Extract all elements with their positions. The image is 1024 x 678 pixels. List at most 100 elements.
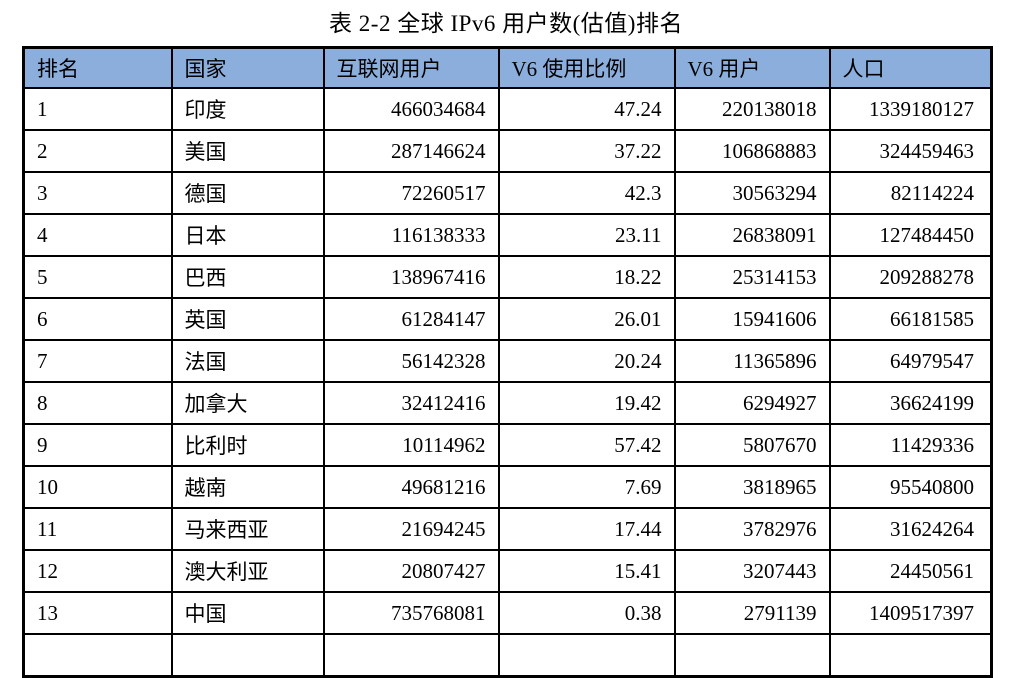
cell-v6-users: 5807670 [673, 423, 831, 467]
cell-population: 82114224 [828, 171, 993, 215]
cell-country: 马来西亚 [170, 507, 325, 551]
cell-v6-ratio [497, 633, 676, 678]
cell-population: 31624264 [828, 507, 993, 551]
cell-rank: 5 [22, 255, 173, 299]
table-row: 3 德国 72260517 42.3 30563294 82114224 [22, 171, 993, 215]
col-header-rank: 排名 [22, 46, 173, 89]
cell-country: 印度 [170, 87, 325, 131]
cell-v6-ratio: 20.24 [497, 339, 676, 383]
cell-internet-users: 287146624 [322, 129, 500, 173]
cell-country [170, 633, 325, 678]
col-header-country: 国家 [170, 46, 325, 89]
cell-v6-ratio: 19.42 [497, 381, 676, 425]
cell-v6-users: 25314153 [673, 255, 831, 299]
cell-v6-ratio: 7.69 [497, 465, 676, 509]
ipv6-ranking-table: 排名 国家 互联网用户 V6 使用比例 V6 用户 人口 1 印度 46603468… [22, 46, 993, 678]
cell-v6-ratio: 18.22 [497, 255, 676, 299]
document-page: 表 2-2 全球 IPv6 用户数(估值)排名 排名 国家 互联网用户 V6 使… [0, 9, 1024, 678]
cell-internet-users: 56142328 [322, 339, 500, 383]
table-row: 10 越南 49681216 7.69 3818965 95540800 [22, 465, 993, 509]
table-row: 1 印度 466034684 47.24 220138018 1339180127 [22, 87, 993, 131]
cell-country: 英国 [170, 297, 325, 341]
cell-country: 澳大利亚 [170, 549, 325, 593]
cell-country: 比利时 [170, 423, 325, 467]
cell-country: 加拿大 [170, 381, 325, 425]
cell-internet-users [322, 633, 500, 678]
col-header-population: 人口 [828, 46, 993, 89]
table-row: 12 澳大利亚 20807427 15.41 3207443 24450561 [22, 549, 993, 593]
cell-population: 24450561 [828, 549, 993, 593]
cell-v6-ratio: 15.41 [497, 549, 676, 593]
cell-v6-ratio: 57.42 [497, 423, 676, 467]
cell-country: 中国 [170, 591, 325, 635]
cell-population [828, 633, 993, 678]
cell-internet-users: 20807427 [322, 549, 500, 593]
cell-population: 1339180127 [828, 87, 993, 131]
cell-v6-users [673, 633, 831, 678]
cell-v6-users: 30563294 [673, 171, 831, 215]
table-row: 9 比利时 10114962 57.42 5807670 11429336 [22, 423, 993, 467]
partial-table-row [22, 633, 993, 678]
table-row: 7 法国 56142328 20.24 11365896 64979547 [22, 339, 993, 383]
cell-rank: 9 [22, 423, 173, 467]
cell-population: 11429336 [828, 423, 993, 467]
cell-rank: 11 [22, 507, 173, 551]
cell-rank: 3 [22, 171, 173, 215]
col-header-v6-users: V6 用户 [673, 46, 831, 89]
table-row: 13 中国 735768081 0.38 2791139 1409517397 [22, 591, 993, 635]
cell-v6-users: 26838091 [673, 213, 831, 257]
table-row: 5 巴西 138967416 18.22 25314153 209288278 [22, 255, 993, 299]
cell-internet-users: 61284147 [322, 297, 500, 341]
cell-population: 95540800 [828, 465, 993, 509]
table-body: 1 印度 466034684 47.24 220138018 1339180127 2 美国 2… [22, 87, 993, 678]
cell-v6-ratio: 42.3 [497, 171, 676, 215]
col-header-v6-ratio: V6 使用比例 [497, 46, 676, 89]
cell-v6-ratio: 17.44 [497, 507, 676, 551]
cell-country: 法国 [170, 339, 325, 383]
cell-rank: 8 [22, 381, 173, 425]
cell-population: 127484450 [828, 213, 993, 257]
cell-internet-users: 72260517 [322, 171, 500, 215]
cell-v6-users: 106868883 [673, 129, 831, 173]
header-row: 排名 国家 互联网用户 V6 使用比例 V6 用户 人口 [22, 46, 993, 89]
cell-rank: 6 [22, 297, 173, 341]
cell-internet-users: 138967416 [322, 255, 500, 299]
cell-rank: 1 [22, 87, 173, 131]
cell-v6-ratio: 37.22 [497, 129, 676, 173]
cell-v6-users: 3207443 [673, 549, 831, 593]
cell-internet-users: 116138333 [322, 213, 500, 257]
cell-internet-users: 735768081 [322, 591, 500, 635]
table-caption: 表 2-2 全球 IPv6 用户数(估值)排名 [329, 11, 683, 36]
cell-v6-users: 15941606 [673, 297, 831, 341]
table-row: 8 加拿大 32412416 19.42 6294927 36624199 [22, 381, 993, 425]
cell-v6-ratio: 26.01 [497, 297, 676, 341]
cell-v6-ratio: 0.38 [497, 591, 676, 635]
cell-population: 64979547 [828, 339, 993, 383]
cell-population: 324459463 [828, 129, 993, 173]
cell-internet-users: 10114962 [322, 423, 500, 467]
cell-rank: 2 [22, 129, 173, 173]
cell-country: 德国 [170, 171, 325, 215]
cell-rank: 4 [22, 213, 173, 257]
cell-rank [22, 633, 173, 678]
cell-rank: 13 [22, 591, 173, 635]
cell-internet-users: 32412416 [322, 381, 500, 425]
cell-population: 36624199 [828, 381, 993, 425]
cell-v6-ratio: 47.24 [497, 87, 676, 131]
cell-v6-users: 2791139 [673, 591, 831, 635]
cell-v6-users: 220138018 [673, 87, 831, 131]
cell-internet-users: 466034684 [322, 87, 500, 131]
cell-rank: 10 [22, 465, 173, 509]
cell-v6-ratio: 23.11 [497, 213, 676, 257]
cell-v6-users: 3818965 [673, 465, 831, 509]
cell-country: 越南 [170, 465, 325, 509]
table-row: 2 美国 287146624 37.22 106868883 324459463 [22, 129, 993, 173]
cell-population: 1409517397 [828, 591, 993, 635]
cell-v6-users: 11365896 [673, 339, 831, 383]
table-row: 6 英国 61284147 26.01 15941606 66181585 [22, 297, 993, 341]
cell-internet-users: 49681216 [322, 465, 500, 509]
cell-country: 巴西 [170, 255, 325, 299]
table-row: 11 马来西亚 21694245 17.44 3782976 31624264 [22, 507, 993, 551]
cell-v6-users: 6294927 [673, 381, 831, 425]
cell-population: 209288278 [828, 255, 993, 299]
